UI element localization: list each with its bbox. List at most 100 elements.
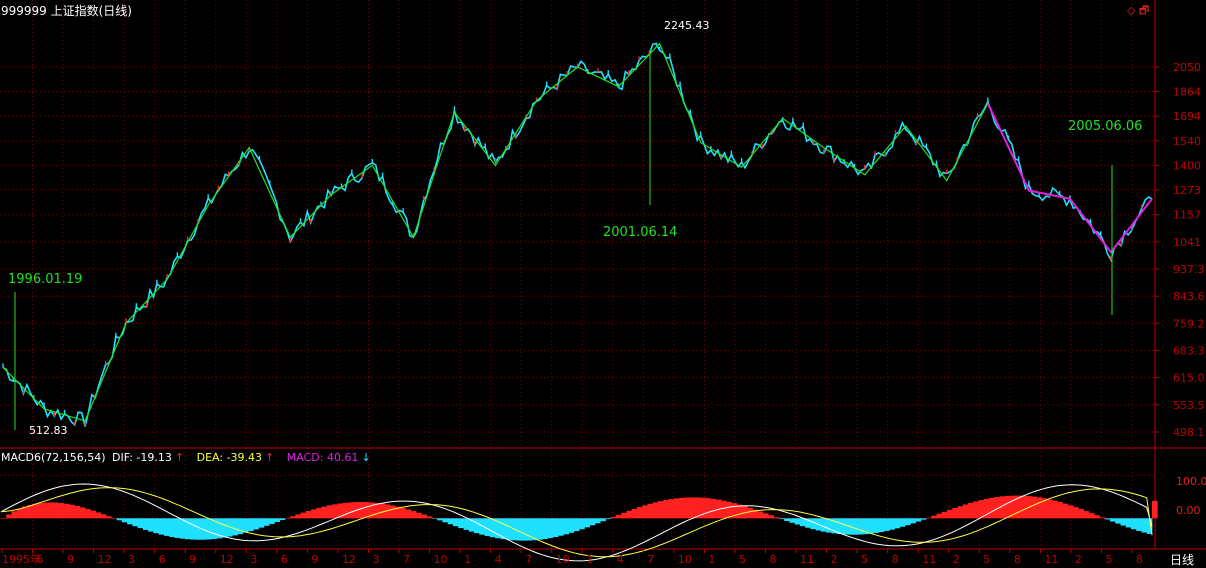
macd-histogram-bar: [1010, 495, 1016, 519]
dea-arrow-icon: ↑: [265, 451, 275, 464]
y-tick-label: 615.0: [1173, 372, 1205, 385]
y-tick-label: 759.2: [1173, 317, 1205, 330]
macd-histogram-bar: [615, 514, 622, 519]
macd-histogram-bar: [205, 518, 212, 540]
macd-histogram-bar: [1031, 496, 1037, 519]
macd-histogram-bar: [537, 518, 543, 540]
window-controls[interactable]: ◇ 🗗: [1127, 2, 1149, 21]
x-tick-label: 11: [800, 553, 814, 565]
macd-histogram-bar: [778, 518, 785, 520]
macd-histogram-bar: [90, 510, 96, 519]
macd-histogram-bar: [747, 507, 753, 519]
x-tick-label: 11: [922, 553, 936, 565]
macd-legend: MACD6(72,156,54) DIF: -19.13 ↑ DEA: -39.4…: [1, 451, 374, 464]
macd-histogram-bar: [1120, 518, 1127, 526]
x-tick-label: 3: [372, 553, 379, 565]
restore-window-icon[interactable]: 🗗: [1138, 4, 1150, 17]
dif-value: DIF: -19.13: [112, 451, 172, 464]
diamond-icon[interactable]: ◇: [1127, 4, 1136, 17]
macd-histogram-bar: [1052, 500, 1058, 519]
macd-histogram-bar: [305, 510, 312, 519]
macd-histogram-bar: [169, 518, 175, 537]
x-tick-label: 1: [586, 553, 593, 565]
macd-histogram-bar: [841, 518, 848, 535]
macd-histogram-bar: [426, 516, 433, 519]
macd-histogram-bar: [1062, 503, 1069, 519]
macd-histogram-bar: [22, 506, 28, 519]
macd-histogram-bar: [11, 511, 18, 519]
macd-histogram-bar: [579, 518, 585, 530]
macd-histogram-bar: [794, 518, 801, 525]
macd-histogram-bar: [1041, 498, 1048, 519]
macd-histogram-bar: [558, 518, 564, 536]
period-tab-daily[interactable]: 日线: [1170, 553, 1195, 567]
macd-histogram-bar: [200, 518, 207, 540]
macd-histogram-bar: [85, 508, 91, 519]
macd-histogram-bar: [1094, 515, 1100, 519]
macd-histogram-bar: [621, 512, 627, 519]
x-tick-label: 8: [770, 553, 777, 565]
macd-histogram-bar: [573, 518, 580, 532]
macd-histogram-bar: [148, 518, 154, 532]
macd-histogram-bar: [584, 518, 591, 528]
macd-histogram-bar: [121, 518, 128, 523]
macd-histogram-bar: [904, 518, 911, 526]
macd-histogram-bar: [400, 507, 407, 519]
macd-histogram-bar: [442, 518, 449, 523]
macd-histogram-bar: [274, 518, 280, 523]
macd-histogram-bar: [510, 518, 517, 541]
macd-histogram-bar: [678, 497, 685, 519]
macd-histogram-bar: [1078, 509, 1085, 519]
macd-histogram-bar: [74, 506, 81, 519]
macd-histogram-bar: [153, 518, 160, 534]
x-tick-label: 7: [525, 553, 532, 565]
macd-histogram-bar: [495, 518, 501, 539]
macd-histogram-bar: [910, 518, 916, 524]
high-price-label: 2245.43: [664, 19, 710, 32]
macd-histogram-bar: [1115, 518, 1121, 524]
macd-histogram-bar: [116, 518, 123, 521]
macd-histogram-bar: [589, 518, 596, 526]
macd-histogram-bar: [163, 518, 170, 536]
macd-histogram-bar: [694, 497, 701, 519]
macd-histogram-bar: [253, 518, 259, 530]
y-tick-label: 2050: [1173, 61, 1201, 74]
macd-histogram-bar: [106, 516, 112, 519]
macd-histogram-bar: [726, 501, 732, 519]
y-tick-label: 1273: [1173, 184, 1201, 197]
macd-histogram-bar: [69, 504, 75, 519]
x-tick-label: 9: [189, 553, 196, 565]
macd-histogram-bar: [931, 515, 937, 519]
macd-histogram-bar: [174, 518, 181, 538]
macd-histogram-bar: [1088, 513, 1095, 519]
macd-histogram-bar: [826, 518, 832, 533]
macd-histogram-bar: [158, 518, 165, 535]
macd-histogram-bar: [505, 518, 512, 540]
macd-histogram-bar: [731, 503, 738, 519]
macd-histogram-bar: [216, 518, 223, 539]
macd-histogram-bar: [337, 503, 344, 519]
chart-grid: [0, 0, 1155, 549]
macd-histogram-bar: [642, 505, 648, 519]
macd-histogram-bar: [768, 515, 774, 519]
y-tick-label: 1400: [1173, 159, 1201, 172]
annotation-2001: 2001.06.14: [603, 225, 678, 240]
x-tick-label: 1: [464, 553, 471, 565]
y-tick-label: 937.3: [1173, 263, 1205, 276]
x-tick-label: 4: [495, 553, 502, 565]
macd-histogram-bar: [142, 518, 149, 530]
x-tick-label: 4: [617, 553, 624, 565]
macd-histogram-bar: [763, 513, 769, 519]
macd-histogram-bar: [1099, 517, 1106, 519]
macd-tick-100: 100.0: [1176, 475, 1206, 488]
macd-value: MACD: 40.61: [286, 451, 359, 464]
macd-histogram-bar: [458, 518, 464, 529]
macd-histogram-bar: [836, 518, 843, 535]
macd-histogram-bar: [542, 518, 548, 539]
chart-title: 999999 上证指数(日线): [1, 4, 132, 18]
macd-histogram-bar: [421, 514, 428, 519]
price-y-axis: 2050 1864 1694 1540 1400 1273 1157 1041 937.3 843…: [1155, 61, 1205, 439]
x-tick-label: 6: [37, 553, 44, 565]
